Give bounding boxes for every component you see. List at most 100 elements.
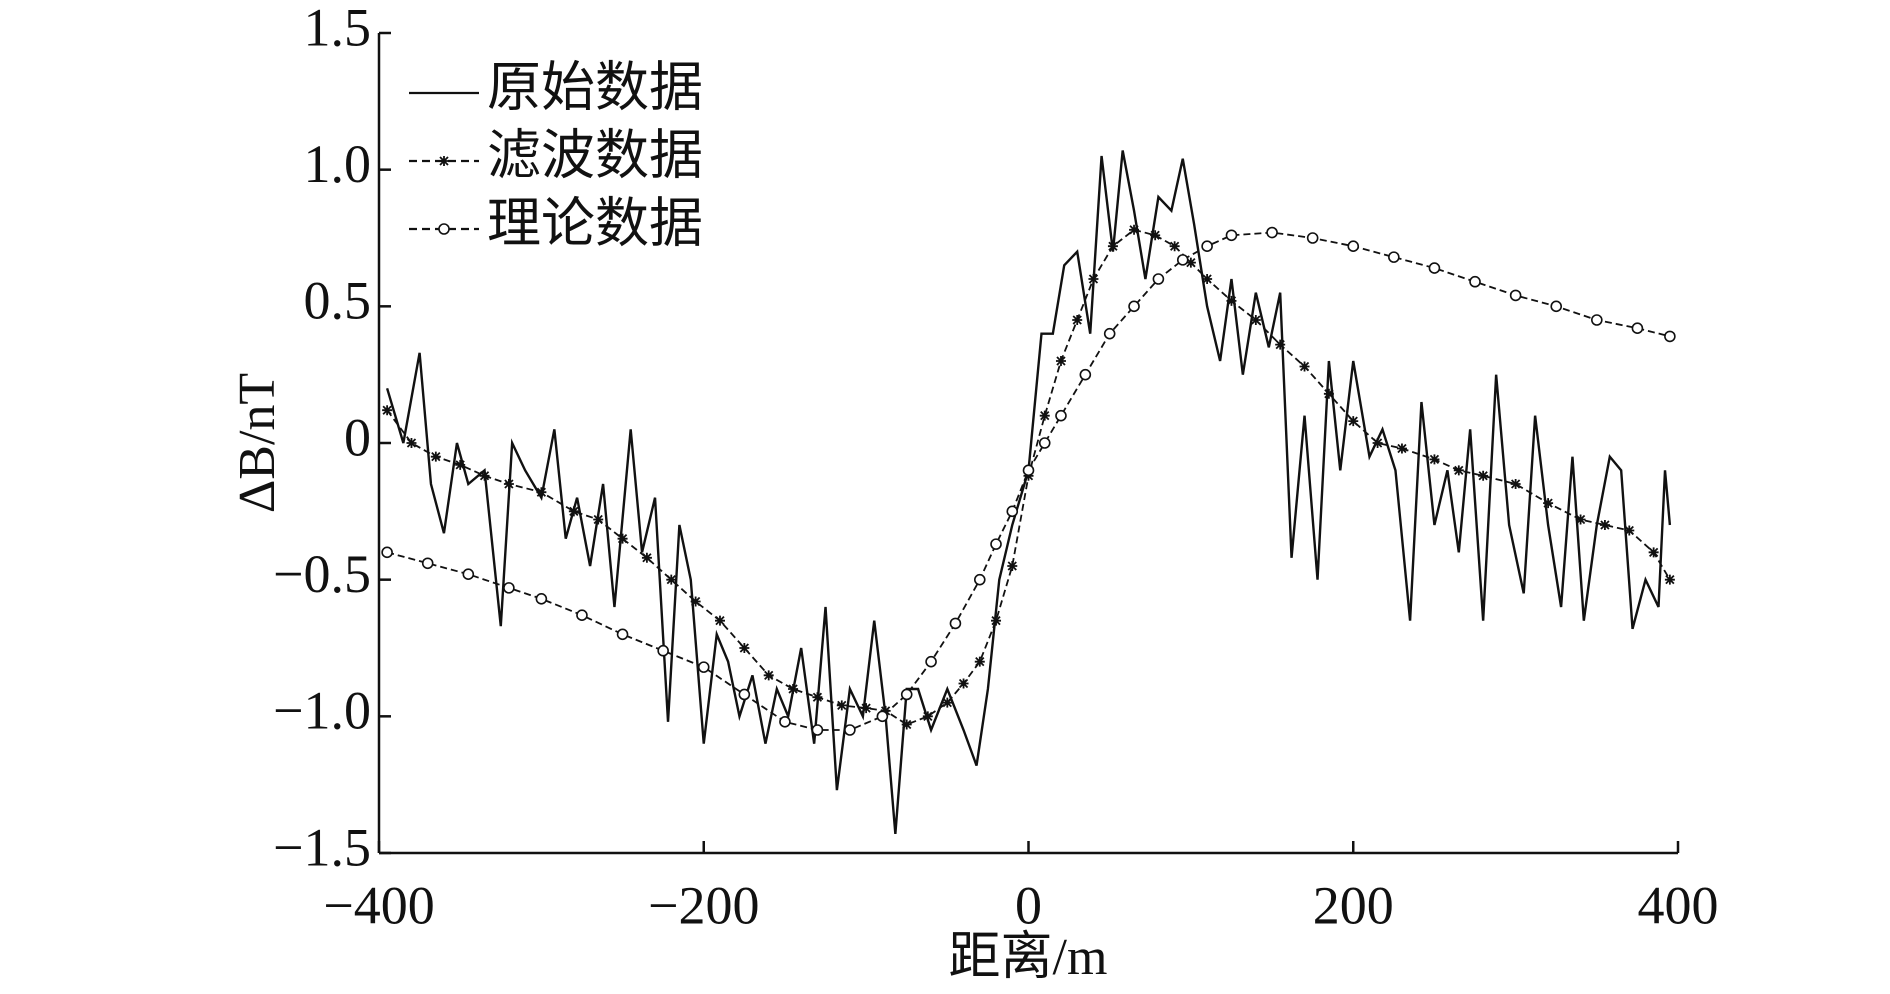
data-point — [739, 643, 750, 653]
data-point — [876, 710, 889, 723]
data-point — [1348, 416, 1359, 427]
data-point — [788, 684, 799, 694]
data-point — [973, 573, 986, 586]
data-point — [922, 711, 933, 722]
data-point — [1055, 356, 1066, 366]
data-point — [1624, 525, 1635, 536]
data-point — [1453, 465, 1464, 476]
data-point — [455, 459, 466, 470]
data-point — [430, 451, 441, 462]
data-point — [1128, 300, 1140, 313]
y-axis-label: ΔB/nT — [229, 373, 286, 513]
data-point — [925, 655, 937, 668]
data-point — [714, 615, 725, 626]
data-point — [479, 470, 490, 481]
data-point — [535, 592, 548, 605]
x-tick-label: 400 — [1638, 875, 1719, 935]
data-point — [1429, 454, 1440, 465]
data-point — [1176, 254, 1189, 266]
x-tick-label: 0 — [1015, 875, 1042, 935]
data-point — [958, 678, 969, 689]
data-point — [657, 644, 669, 657]
data-point — [1079, 368, 1092, 381]
data-point — [1039, 410, 1050, 421]
y-tick-label: 0 — [344, 407, 371, 467]
data-point — [1509, 289, 1522, 302]
data-point — [1599, 520, 1610, 530]
data-point — [382, 405, 393, 416]
data-point — [1323, 388, 1334, 399]
data-point — [1664, 574, 1675, 585]
x-tick-label: 200 — [1313, 875, 1394, 935]
data-point — [949, 617, 962, 630]
series-line — [385, 150, 1672, 834]
data-point — [503, 582, 515, 594]
data-point — [593, 514, 604, 525]
y-tick-label: 0.5 — [304, 271, 372, 331]
data-point — [1169, 241, 1180, 252]
data-point — [1469, 275, 1481, 288]
data-point — [836, 700, 847, 711]
legend-label: 滤波数据 — [487, 125, 703, 185]
legend-marker — [439, 156, 449, 166]
data-point — [503, 479, 514, 489]
data-point — [1372, 438, 1383, 448]
data-point — [1275, 339, 1286, 350]
data-point — [697, 661, 710, 673]
x-tick-label: −200 — [648, 875, 759, 935]
data-point — [738, 688, 751, 701]
data-point — [1575, 514, 1586, 525]
legend-marker — [438, 223, 450, 235]
data-point — [812, 692, 823, 703]
data-point — [779, 715, 791, 728]
data-point — [1543, 498, 1554, 509]
data-point — [991, 615, 1002, 626]
data-point — [1201, 240, 1213, 252]
data-point — [1006, 505, 1019, 518]
y-tick-label: −0.5 — [273, 544, 371, 604]
data-point — [1510, 479, 1521, 489]
data-point — [811, 724, 824, 736]
data-point — [974, 656, 985, 667]
data-point — [1152, 273, 1165, 285]
data-point — [1388, 251, 1400, 263]
data-point — [880, 705, 891, 716]
data-point — [421, 557, 434, 570]
data-point — [1150, 230, 1161, 241]
y-tick-label: −1.0 — [273, 681, 371, 741]
y-tick-label: 1.0 — [304, 134, 372, 194]
data-point — [1103, 327, 1116, 340]
data-point — [1038, 437, 1051, 449]
data-point — [617, 533, 628, 544]
data-point — [844, 724, 856, 736]
data-point — [1591, 314, 1603, 326]
data-point — [1072, 315, 1083, 325]
data-point — [1306, 232, 1319, 244]
data-point — [1299, 361, 1310, 372]
data-point — [406, 438, 417, 448]
data-point — [462, 568, 475, 581]
data-point — [1185, 257, 1196, 268]
data-point — [942, 697, 953, 708]
data-point — [616, 628, 629, 641]
data-point — [576, 609, 588, 622]
data-point — [1129, 224, 1140, 235]
legend-label: 理论数据 — [487, 193, 703, 253]
data-point — [666, 574, 677, 585]
y-tick-label: 1.5 — [304, 0, 372, 57]
data-point — [1631, 322, 1644, 335]
data-point — [1664, 330, 1676, 343]
data-point — [763, 670, 774, 681]
series-line — [386, 231, 1671, 731]
data-point — [1550, 300, 1563, 313]
data-point — [1055, 409, 1067, 422]
data-point — [1347, 240, 1360, 252]
data-point — [900, 688, 913, 701]
x-tick-label: −400 — [323, 875, 434, 935]
data-point — [1022, 464, 1035, 477]
data-point — [1202, 274, 1213, 284]
legend-label: 原始数据 — [487, 57, 703, 117]
data-point — [1396, 443, 1407, 454]
